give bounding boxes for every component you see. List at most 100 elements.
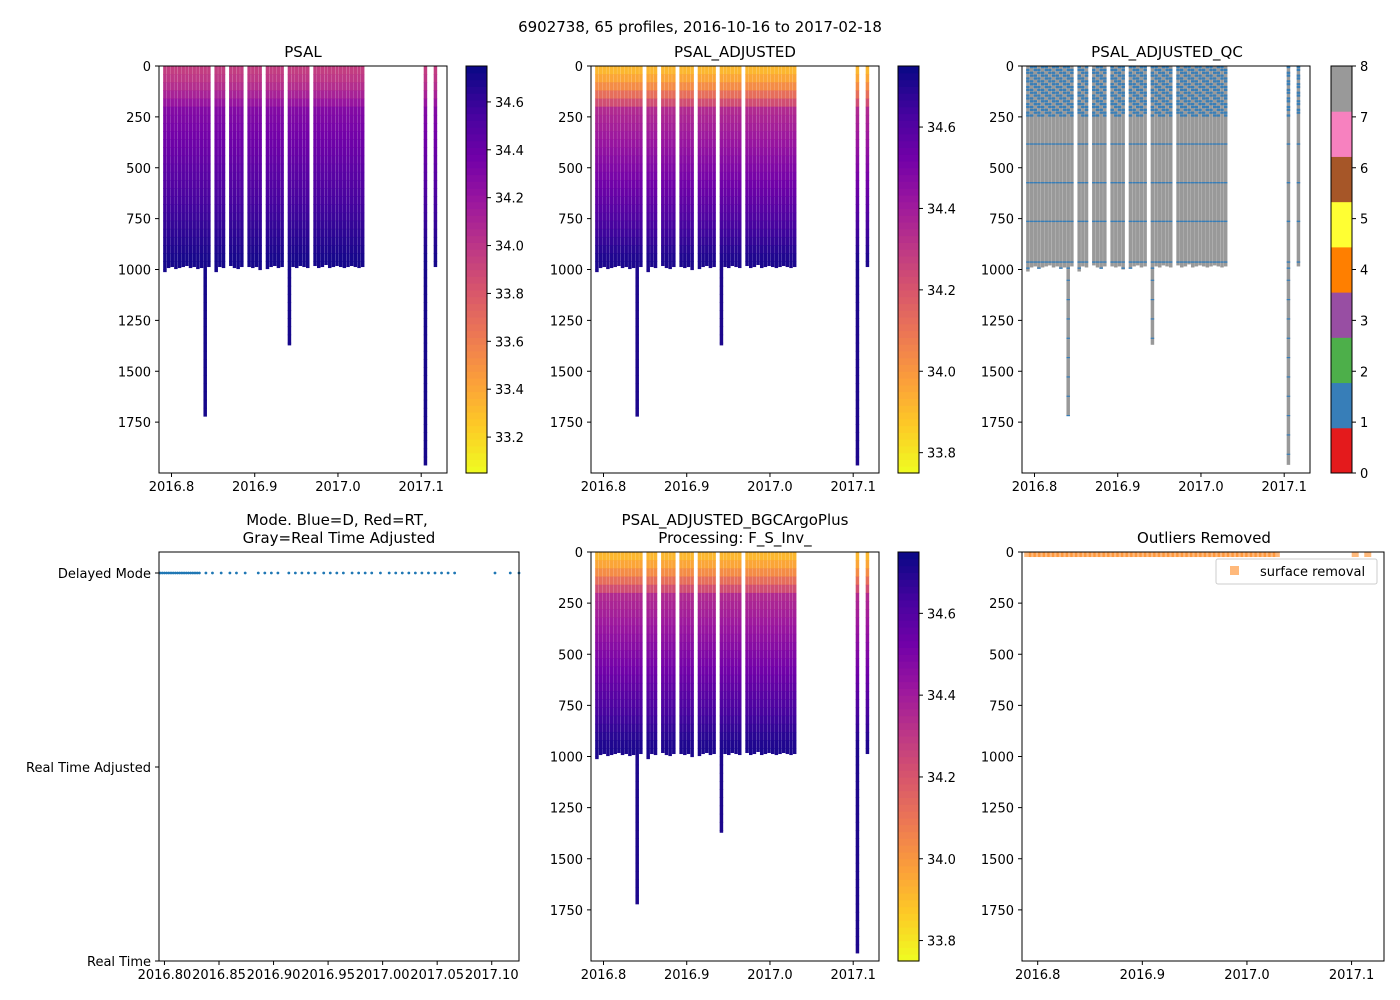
- profile-cell: [602, 568, 606, 578]
- profile-cell: [280, 212, 284, 222]
- profile-cell: [865, 106, 870, 116]
- profile-cell: [763, 633, 768, 643]
- profile-cell: [774, 204, 779, 214]
- profile-cell: [251, 82, 255, 92]
- profile-cell: [723, 155, 727, 165]
- profile-cell: [734, 98, 738, 108]
- qc-good-cell: [1103, 261, 1107, 263]
- profile-cell: [203, 90, 207, 100]
- profile-cell: [276, 82, 281, 92]
- profile-cell: [737, 122, 742, 132]
- profile-cell: [635, 228, 639, 238]
- colorbar-band: [898, 269, 919, 277]
- profile-cell: [280, 131, 284, 140]
- profile-cell: [342, 245, 347, 254]
- profile-cell: [734, 90, 738, 100]
- profile-cell: [192, 66, 196, 75]
- profile-cell: [628, 560, 632, 569]
- profile-cell: [781, 66, 786, 75]
- profile-cell: [683, 131, 687, 140]
- profile-cell: [690, 253, 694, 262]
- profile-cell: [316, 106, 321, 116]
- profile-cell: [635, 584, 639, 594]
- qc-good-cell: [1286, 80, 1291, 83]
- profile-cell: [617, 552, 621, 561]
- qc-good-cell: [1198, 66, 1202, 69]
- profile-cell: [620, 691, 625, 700]
- profile-cell: [719, 285, 724, 295]
- y-tick-label: Real Time: [87, 955, 151, 970]
- profile-cell: [708, 155, 713, 165]
- x-tick-label: 2016.9: [664, 480, 710, 495]
- profile-cell: [752, 261, 757, 268]
- profile-cell: [595, 625, 599, 635]
- profile-cell: [602, 122, 606, 132]
- profile-cell: [745, 228, 749, 238]
- profile-cell: [708, 658, 713, 668]
- profile-cell: [423, 82, 428, 92]
- profile-cell: [635, 310, 639, 319]
- profile-cell: [686, 220, 691, 230]
- profile-cell: [730, 236, 735, 246]
- profile-cell: [609, 139, 614, 148]
- profile-cell: [734, 740, 738, 749]
- profile-cell: [207, 228, 211, 238]
- profile-cell: [163, 228, 167, 238]
- qc-column: [1161, 66, 1166, 266]
- profile-cell: [624, 90, 628, 100]
- qc-good-cell: [1139, 105, 1144, 109]
- profile-cell: [305, 98, 310, 108]
- profile-cell: [686, 576, 691, 586]
- profile-cell: [683, 179, 687, 189]
- profile-cell: [357, 196, 361, 205]
- profile-cell: [214, 245, 218, 254]
- profile-cell: [170, 261, 174, 268]
- profile-cell: [613, 245, 617, 254]
- qc-good-cell: [1132, 91, 1136, 94]
- profile-cell: [759, 90, 764, 100]
- profile-cell: [269, 98, 273, 108]
- profile-cell: [221, 74, 226, 83]
- profile-cell: [672, 212, 676, 222]
- heatmap-layer: [595, 66, 870, 466]
- colorbar-band: [898, 66, 919, 74]
- profile-cell: [683, 74, 687, 83]
- profile-cell: [185, 188, 189, 197]
- profile-cell: [291, 179, 295, 189]
- colorbar-band: [466, 350, 487, 359]
- profile-cell: [606, 204, 610, 214]
- profile-cell: [240, 188, 244, 197]
- qc-good-cell: [1296, 74, 1301, 77]
- qc-column: [1168, 66, 1173, 268]
- qc-good-cell: [1029, 71, 1034, 74]
- profile-cell: [748, 691, 753, 700]
- profile-cell: [166, 106, 171, 116]
- profile-cell: [690, 674, 694, 684]
- x-tick-label: 2016.9: [232, 480, 278, 495]
- profile-cell: [719, 139, 724, 148]
- profile-cell: [298, 212, 303, 222]
- profile-cell: [730, 196, 735, 205]
- delayed-mode-point: [263, 571, 267, 575]
- profile-cell: [595, 269, 599, 273]
- profile-cell: [617, 82, 621, 92]
- profile-cell: [606, 568, 610, 578]
- qc-good-cell: [1139, 88, 1144, 91]
- profile-cell: [745, 253, 749, 262]
- profile-cell: [668, 114, 672, 124]
- profile-cell: [664, 188, 669, 197]
- qc-good-cell: [1136, 68, 1140, 72]
- profile-cell: [730, 560, 735, 569]
- profile-cell: [628, 155, 632, 165]
- profile-cell: [730, 699, 735, 709]
- colorbar-band: [466, 289, 487, 298]
- profile-cell: [218, 147, 222, 157]
- profile-cell: [734, 592, 738, 602]
- profile-cell: [774, 66, 779, 75]
- colorbar-tick-label: 34.2: [495, 192, 524, 207]
- profile-cell: [617, 155, 621, 165]
- profile-cell: [701, 666, 705, 676]
- y-tick-label: 1500: [118, 365, 151, 380]
- profile-cell: [302, 98, 306, 108]
- qc-good-cell: [1114, 68, 1118, 72]
